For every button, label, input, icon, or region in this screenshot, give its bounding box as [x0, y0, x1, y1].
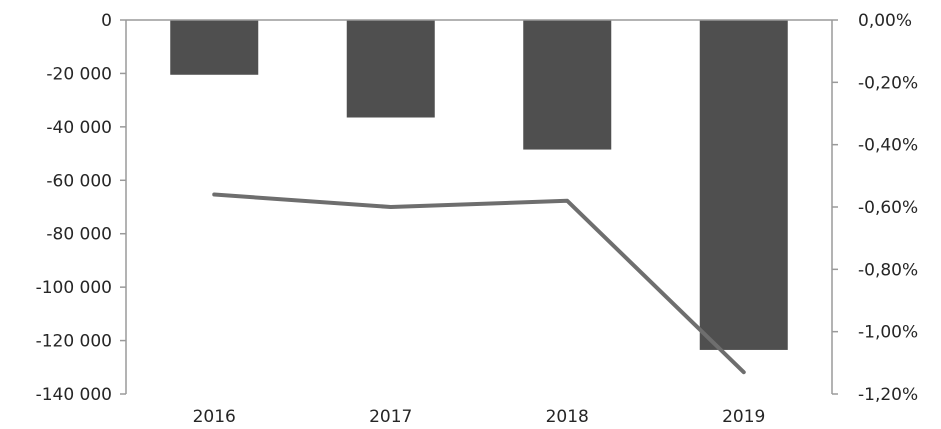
line-series-layer — [212, 192, 746, 375]
bar-series — [170, 20, 788, 350]
left-tick-label: 0 — [101, 11, 112, 31]
line-series — [212, 192, 746, 375]
left-tick-label: -120 000 — [36, 332, 112, 352]
left-tick-label: -40 000 — [46, 118, 112, 138]
left-tick-label: -140 000 — [36, 385, 112, 405]
right-tick-label: -0,60% — [858, 198, 918, 218]
left-tick-label: -60 000 — [46, 171, 112, 191]
left-y-ticks: 0 -20 000 -40 000 -60 000 -80 000 -100 000 -12… — [36, 11, 126, 405]
x-tick-label: 2018 — [546, 407, 589, 427]
right-tick-label: -0,80% — [858, 260, 918, 280]
left-tick-label: -80 000 — [46, 225, 112, 245]
bar-2017 — [346, 20, 435, 118]
x-tick-label: 2019 — [722, 407, 765, 427]
left-tick-label: -20 000 — [46, 64, 112, 84]
bar-2019 — [699, 20, 788, 350]
left-tick-label: -100 000 — [36, 278, 112, 298]
x-ticks: 2016 2017 2018 2019 — [193, 407, 766, 427]
right-tick-label: -1,00% — [858, 323, 918, 343]
x-tick-label: 2017 — [369, 407, 412, 427]
right-tick-label: -0,40% — [858, 136, 918, 156]
right-tick-label: -0,20% — [858, 73, 918, 93]
bar-2016 — [170, 20, 259, 75]
right-tick-label: 0,00% — [858, 11, 912, 31]
right-tick-label: -1,20% — [858, 385, 918, 405]
x-tick-label: 2016 — [193, 407, 236, 427]
right-y-ticks: 0,00% -0,20% -0,40% -0,60% -0,80% -1,00% -1,20… — [832, 11, 918, 405]
bar-2018 — [523, 20, 612, 150]
